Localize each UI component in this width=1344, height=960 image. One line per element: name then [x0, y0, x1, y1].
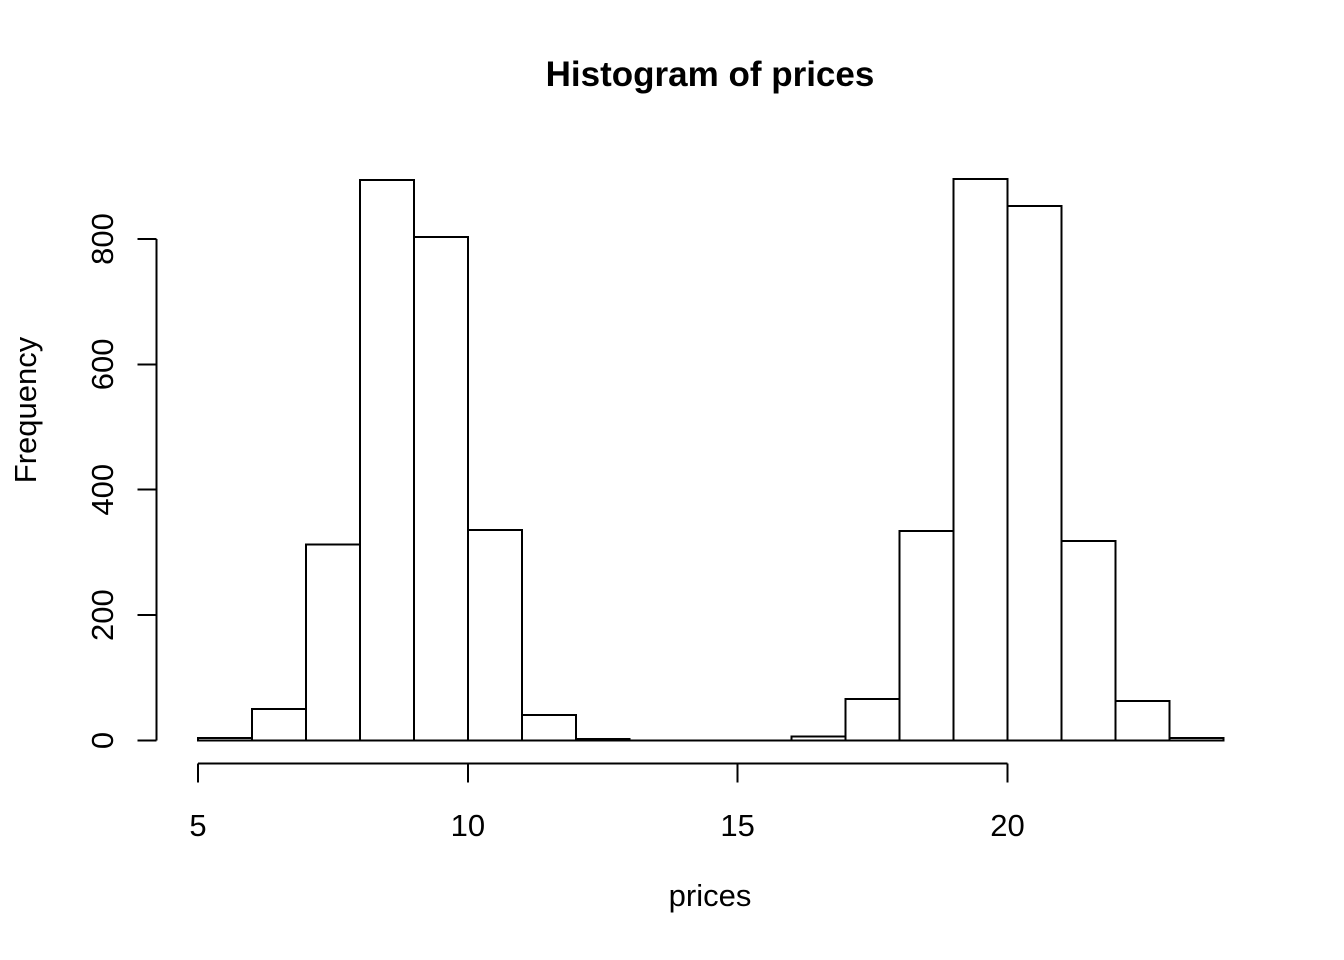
histogram-bar	[197, 736, 253, 742]
histogram-bar	[250, 708, 307, 742]
x-tick-label: 10	[451, 808, 485, 843]
histogram-bar	[412, 236, 469, 742]
y-axis-label: Frequency	[8, 336, 43, 483]
histogram-bar	[1060, 540, 1117, 742]
y-tick-label: 200	[85, 589, 120, 641]
bars-group	[197, 177, 1225, 742]
histogram-bar	[844, 698, 901, 742]
histogram-bar	[1168, 736, 1225, 742]
histogram-bar	[1114, 700, 1171, 742]
y-tick-label: 600	[85, 339, 120, 391]
histogram-bar	[952, 177, 1009, 742]
chart-title: Histogram of prices	[546, 55, 875, 94]
y-tick-label: 0	[85, 732, 120, 749]
x-tick-label: 5	[189, 808, 206, 843]
histogram-bar	[574, 738, 631, 742]
x-tick-label: 15	[720, 808, 754, 843]
x-tick-label: 20	[990, 808, 1024, 843]
y-tick-label: 800	[85, 213, 120, 265]
histogram-bar	[304, 543, 361, 742]
histogram-bar	[1006, 204, 1063, 742]
histogram-bar	[358, 179, 415, 742]
histogram-bar	[790, 735, 847, 742]
y-tick-label: 400	[85, 464, 120, 516]
histogram-bar	[466, 528, 523, 742]
histogram-bar	[520, 713, 577, 742]
axes-group: 0 200 400 600 800 5 10 15 20	[85, 213, 1025, 843]
histogram-bar	[898, 530, 955, 742]
x-axis-label: prices	[669, 878, 752, 913]
